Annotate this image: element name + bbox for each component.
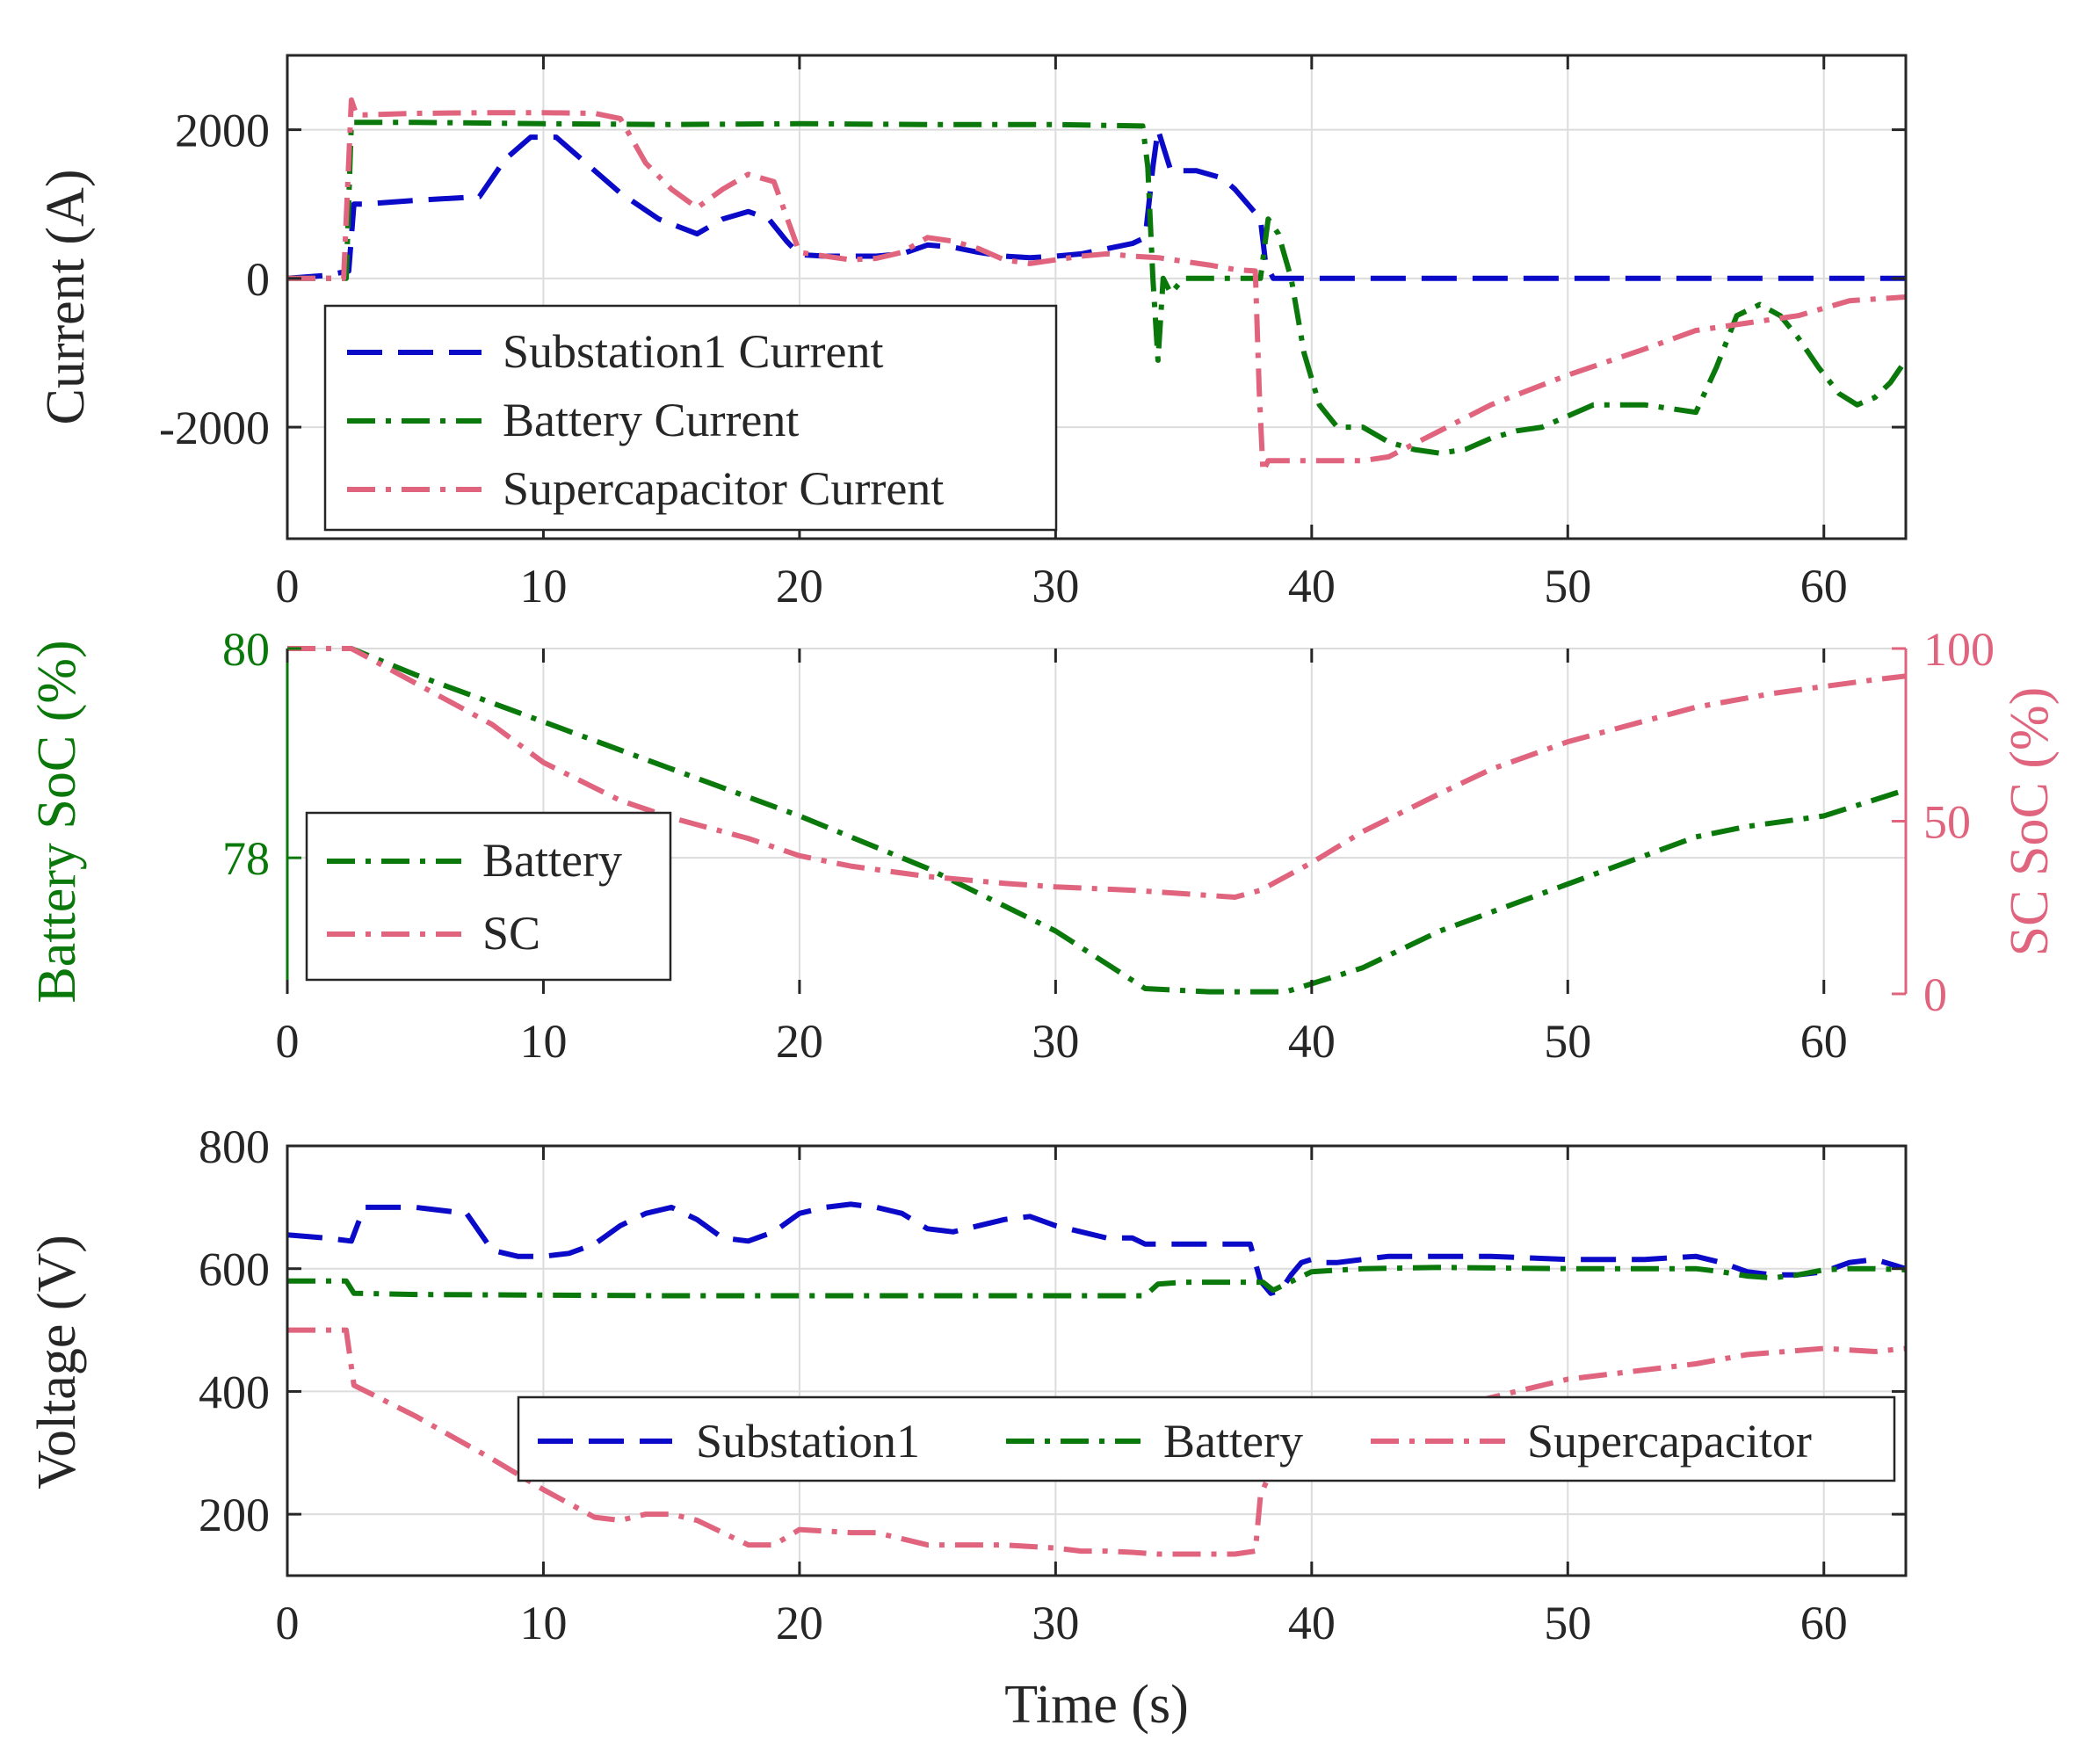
current-ticks: 0 10 20 30 40 50 60 -2000 0 2000 [159, 55, 1906, 612]
legend-label-battery-voltage: Battery [1163, 1415, 1303, 1468]
ytick-label-0: 0 [246, 253, 270, 306]
series-line-current-battery-current [287, 120, 1906, 456]
soc-legend: Battery SC [305, 811, 672, 982]
xtick-label-50: 50 [1544, 560, 1591, 612]
xtick-label-50: 50 [1544, 1015, 1591, 1068]
voltage-series [287, 1201, 1906, 1557]
xtick-label-0: 0 [276, 560, 300, 612]
xtick-label-10: 10 [519, 560, 567, 612]
xtick-label-0: 0 [276, 1015, 300, 1068]
current-panel: 0 10 20 30 40 50 60 -2000 0 2000 Current (A) Subs… [36, 54, 1908, 612]
ytick-label-400: 400 [199, 1366, 270, 1418]
xtick-label-30: 30 [1032, 1597, 1079, 1649]
time-xlabel: Time (s) [1004, 1675, 1189, 1735]
voltage-plot-frame [286, 1144, 1908, 1577]
xtick-label-30: 30 [1032, 560, 1079, 612]
legend-label-substation1-current: Substation1 Current [503, 325, 883, 378]
current-legend-box [323, 304, 1058, 532]
voltage-legend-box [517, 1395, 1896, 1482]
xtick-label-20: 20 [776, 1597, 823, 1649]
ytick-label-800: 800 [199, 1120, 270, 1173]
ytick-label-80: 80 [222, 623, 270, 676]
ytick-label-2000: 2000 [175, 105, 270, 157]
xtick-label-60: 60 [1800, 1015, 1848, 1068]
current-legend: Substation1 Current Battery Current Supe… [323, 304, 1058, 532]
legend-label-supercapacitor-current: Supercapacitor Current [503, 462, 944, 515]
soc-series [287, 646, 1906, 995]
ytick-label--2000: -2000 [159, 402, 270, 454]
legend-label-substation1-voltage: Substation1 [696, 1415, 920, 1468]
voltage-ylabel: Voltage (V) [27, 1235, 87, 1489]
current-plot-frame [286, 54, 1908, 540]
legend-label-supercapacitor-voltage: Supercapacitor [1527, 1415, 1812, 1468]
series-line-soc-sc [287, 646, 1906, 900]
series-line-current-substation1-current [287, 127, 1906, 281]
xtick-label-60: 60 [1800, 1597, 1848, 1649]
xtick-label-10: 10 [519, 1597, 567, 1649]
xtick-label-10: 10 [519, 1015, 567, 1068]
ytick-right-label-0: 0 [1923, 968, 1947, 1021]
voltage-legend: Substation1 Battery Supercapacitor [517, 1395, 1896, 1482]
ytick-right-label-100: 100 [1923, 623, 1995, 676]
xtick-label-50: 50 [1544, 1597, 1591, 1649]
voltage-ticks: 0 10 20 30 40 50 60 200 400 600 800 [199, 1120, 1906, 1649]
voltage-panel: 0 10 20 30 40 50 60 200 400 600 800 Voltage (V) Su… [27, 1120, 1908, 1735]
soc-legend-box [305, 811, 672, 982]
ytick-label-78: 78 [222, 832, 270, 885]
xtick-label-0: 0 [276, 1597, 300, 1649]
legend-label-battery-current: Battery Current [503, 394, 799, 446]
soc-ticks: 0 10 20 30 40 50 60 78 80 0 50 100 [222, 623, 1995, 1068]
sc-soc-ylabel: SC SoC (%) [2000, 687, 2060, 957]
legend-label-battery-soc: Battery [482, 834, 622, 887]
xtick-label-30: 30 [1032, 1015, 1079, 1068]
battery-soc-ylabel: Battery SoC (%) [27, 640, 87, 1003]
ytick-label-200: 200 [199, 1489, 270, 1541]
xtick-label-20: 20 [776, 1015, 823, 1068]
current-ylabel: Current (A) [36, 170, 96, 425]
xtick-label-40: 40 [1288, 560, 1336, 612]
xtick-label-60: 60 [1800, 560, 1848, 612]
legend-label-sc-soc: SC [482, 907, 540, 960]
ytick-label-600: 600 [199, 1243, 270, 1296]
current-series [287, 97, 1906, 475]
series-line-current-supercapacitor-current [287, 97, 1906, 475]
xtick-label-20: 20 [776, 560, 823, 612]
ytick-right-label-50: 50 [1923, 796, 1971, 849]
series-line-voltage-supercapacitor [287, 1327, 1906, 1557]
series-line-voltage-battery [287, 1265, 1906, 1299]
xtick-label-40: 40 [1288, 1015, 1336, 1068]
xtick-label-40: 40 [1288, 1597, 1336, 1649]
